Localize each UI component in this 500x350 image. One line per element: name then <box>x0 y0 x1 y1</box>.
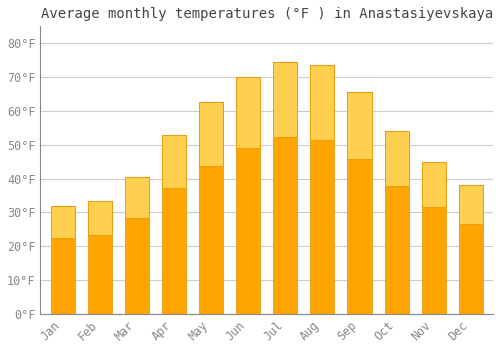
Bar <box>458 185 483 224</box>
Bar <box>384 131 408 186</box>
Bar <box>310 65 334 140</box>
Bar <box>310 65 334 314</box>
Bar <box>273 62 297 314</box>
Bar <box>199 103 223 166</box>
Bar <box>162 134 186 188</box>
Bar <box>50 205 74 314</box>
Bar <box>50 205 74 238</box>
Bar <box>273 62 297 138</box>
Bar <box>348 92 372 159</box>
Bar <box>236 77 260 148</box>
Bar <box>422 162 446 207</box>
Bar <box>422 162 446 314</box>
Bar <box>162 134 186 314</box>
Bar <box>348 92 372 314</box>
Bar <box>236 77 260 314</box>
Bar <box>88 201 112 314</box>
Bar <box>384 131 408 314</box>
Bar <box>124 177 149 314</box>
Bar <box>88 201 112 234</box>
Bar <box>199 103 223 314</box>
Bar <box>124 177 149 218</box>
Title: Average monthly temperatures (°F ) in Anastasiyevskaya: Average monthly temperatures (°F ) in An… <box>40 7 493 21</box>
Bar <box>458 185 483 314</box>
